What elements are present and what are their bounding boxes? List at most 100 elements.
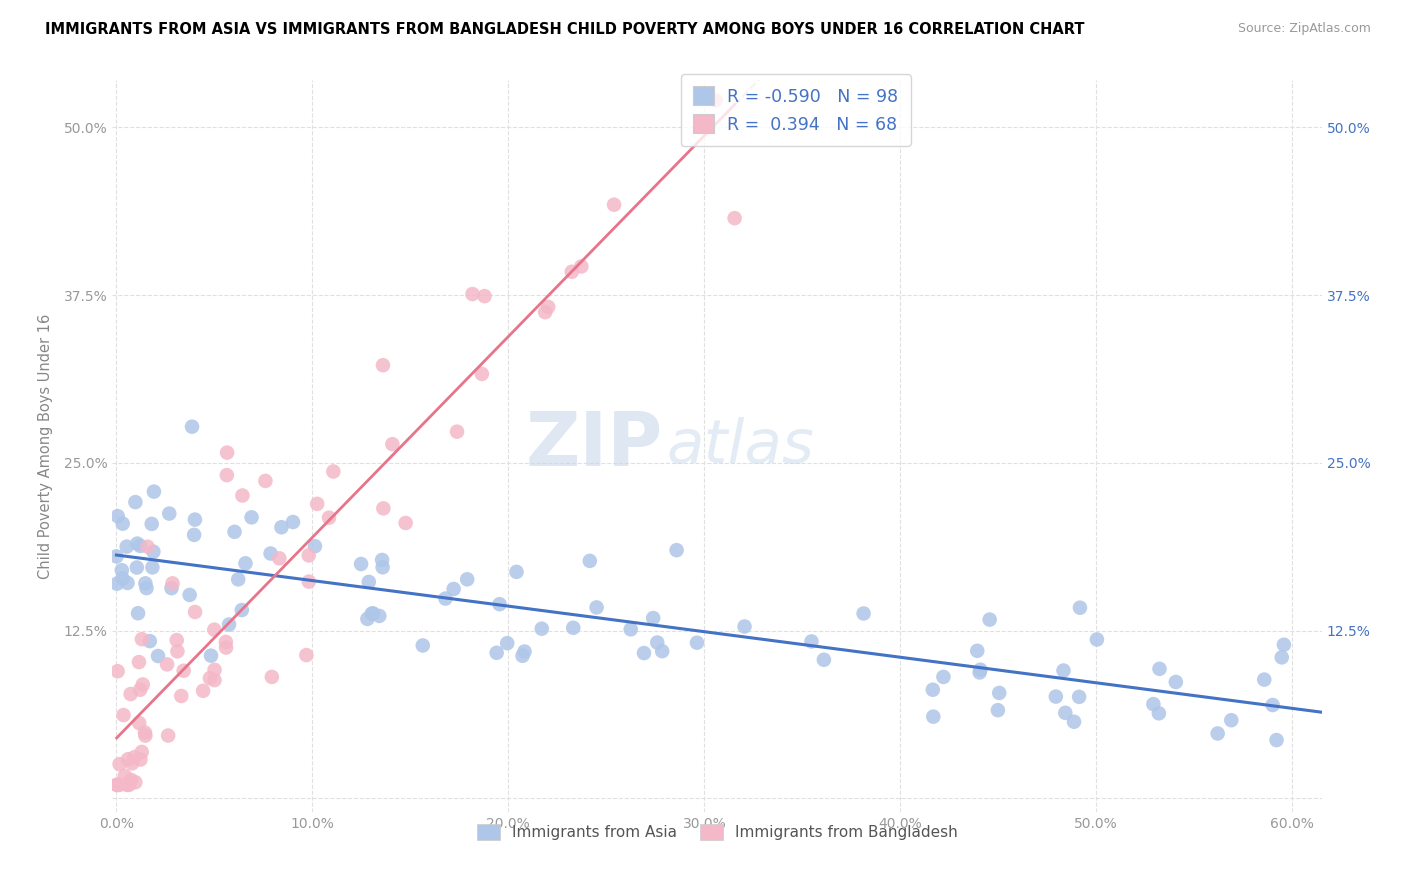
Point bbox=[115, 778, 138, 792]
Text: ZIP: ZIP bbox=[526, 409, 662, 483]
Point bbox=[121, 756, 143, 771]
Point bbox=[117, 752, 139, 766]
Point bbox=[184, 605, 207, 619]
Point bbox=[254, 474, 277, 488]
Point bbox=[505, 565, 527, 579]
Point bbox=[226, 572, 249, 586]
Point bbox=[434, 591, 457, 606]
Point bbox=[111, 563, 134, 577]
Point bbox=[443, 582, 465, 596]
Y-axis label: Child Poverty Among Boys Under 16: Child Poverty Among Boys Under 16 bbox=[38, 313, 52, 579]
Point bbox=[322, 465, 344, 479]
Point bbox=[412, 639, 434, 653]
Point bbox=[578, 554, 600, 568]
Point bbox=[134, 729, 156, 743]
Point bbox=[633, 646, 655, 660]
Point bbox=[179, 588, 201, 602]
Point bbox=[852, 607, 875, 621]
Point bbox=[307, 497, 329, 511]
Point bbox=[987, 703, 1010, 717]
Point bbox=[603, 198, 626, 212]
Text: IMMIGRANTS FROM ASIA VS IMMIGRANTS FROM BANGLADESH CHILD POVERTY AMONG BOYS UNDE: IMMIGRANTS FROM ASIA VS IMMIGRANTS FROM … bbox=[45, 22, 1084, 37]
Point bbox=[485, 646, 508, 660]
Point bbox=[561, 265, 583, 279]
Point bbox=[157, 507, 180, 521]
Point bbox=[224, 524, 246, 539]
Point bbox=[198, 671, 221, 685]
Point bbox=[127, 606, 149, 620]
Point bbox=[643, 611, 665, 625]
Point bbox=[686, 636, 709, 650]
Point bbox=[204, 673, 226, 687]
Point bbox=[665, 543, 688, 558]
Point bbox=[645, 635, 668, 649]
Point bbox=[270, 520, 292, 534]
Point bbox=[969, 663, 991, 677]
Text: atlas: atlas bbox=[666, 417, 814, 475]
Point bbox=[173, 664, 195, 678]
Point bbox=[162, 576, 184, 591]
Point bbox=[1220, 713, 1243, 727]
Point bbox=[620, 623, 643, 637]
Legend: Immigrants from Asia, Immigrants from Bangladesh: Immigrants from Asia, Immigrants from Ba… bbox=[471, 818, 963, 847]
Point bbox=[513, 644, 536, 658]
Point bbox=[105, 576, 128, 591]
Point bbox=[1164, 675, 1187, 690]
Point bbox=[651, 644, 673, 658]
Point bbox=[217, 445, 239, 459]
Point bbox=[1085, 632, 1108, 647]
Point bbox=[215, 635, 238, 649]
Point bbox=[461, 287, 484, 301]
Point bbox=[988, 686, 1011, 700]
Point bbox=[371, 358, 394, 372]
Point bbox=[360, 607, 382, 621]
Point bbox=[115, 540, 138, 554]
Point bbox=[218, 617, 240, 632]
Point bbox=[512, 648, 534, 663]
Point bbox=[128, 655, 150, 669]
Point bbox=[1063, 714, 1085, 729]
Point bbox=[922, 709, 945, 723]
Point bbox=[231, 603, 253, 617]
Point bbox=[166, 633, 188, 648]
Point bbox=[1069, 690, 1091, 704]
Point bbox=[136, 540, 159, 554]
Point bbox=[134, 725, 156, 739]
Point bbox=[114, 769, 136, 783]
Point bbox=[129, 752, 152, 766]
Point bbox=[215, 640, 238, 655]
Point bbox=[135, 581, 157, 595]
Point bbox=[1206, 726, 1229, 740]
Point bbox=[215, 468, 238, 483]
Point bbox=[474, 289, 496, 303]
Point bbox=[124, 495, 146, 509]
Point bbox=[132, 677, 155, 691]
Point bbox=[318, 510, 340, 524]
Point bbox=[1265, 733, 1288, 747]
Point bbox=[446, 425, 468, 439]
Point bbox=[118, 778, 141, 792]
Point bbox=[134, 576, 156, 591]
Point bbox=[932, 670, 955, 684]
Point bbox=[204, 663, 226, 677]
Point bbox=[120, 772, 142, 787]
Point bbox=[800, 634, 823, 648]
Point bbox=[723, 211, 745, 226]
Point bbox=[146, 648, 169, 663]
Point bbox=[142, 544, 165, 558]
Point bbox=[381, 437, 404, 451]
Point bbox=[357, 574, 380, 589]
Point bbox=[371, 553, 394, 567]
Point bbox=[269, 551, 291, 566]
Point bbox=[231, 489, 253, 503]
Point bbox=[281, 515, 304, 529]
Point bbox=[105, 549, 128, 564]
Point bbox=[202, 623, 225, 637]
Point bbox=[966, 644, 988, 658]
Point bbox=[160, 581, 183, 595]
Point bbox=[181, 419, 204, 434]
Point bbox=[111, 571, 134, 585]
Point bbox=[304, 539, 326, 553]
Point bbox=[471, 367, 494, 381]
Point bbox=[813, 653, 835, 667]
